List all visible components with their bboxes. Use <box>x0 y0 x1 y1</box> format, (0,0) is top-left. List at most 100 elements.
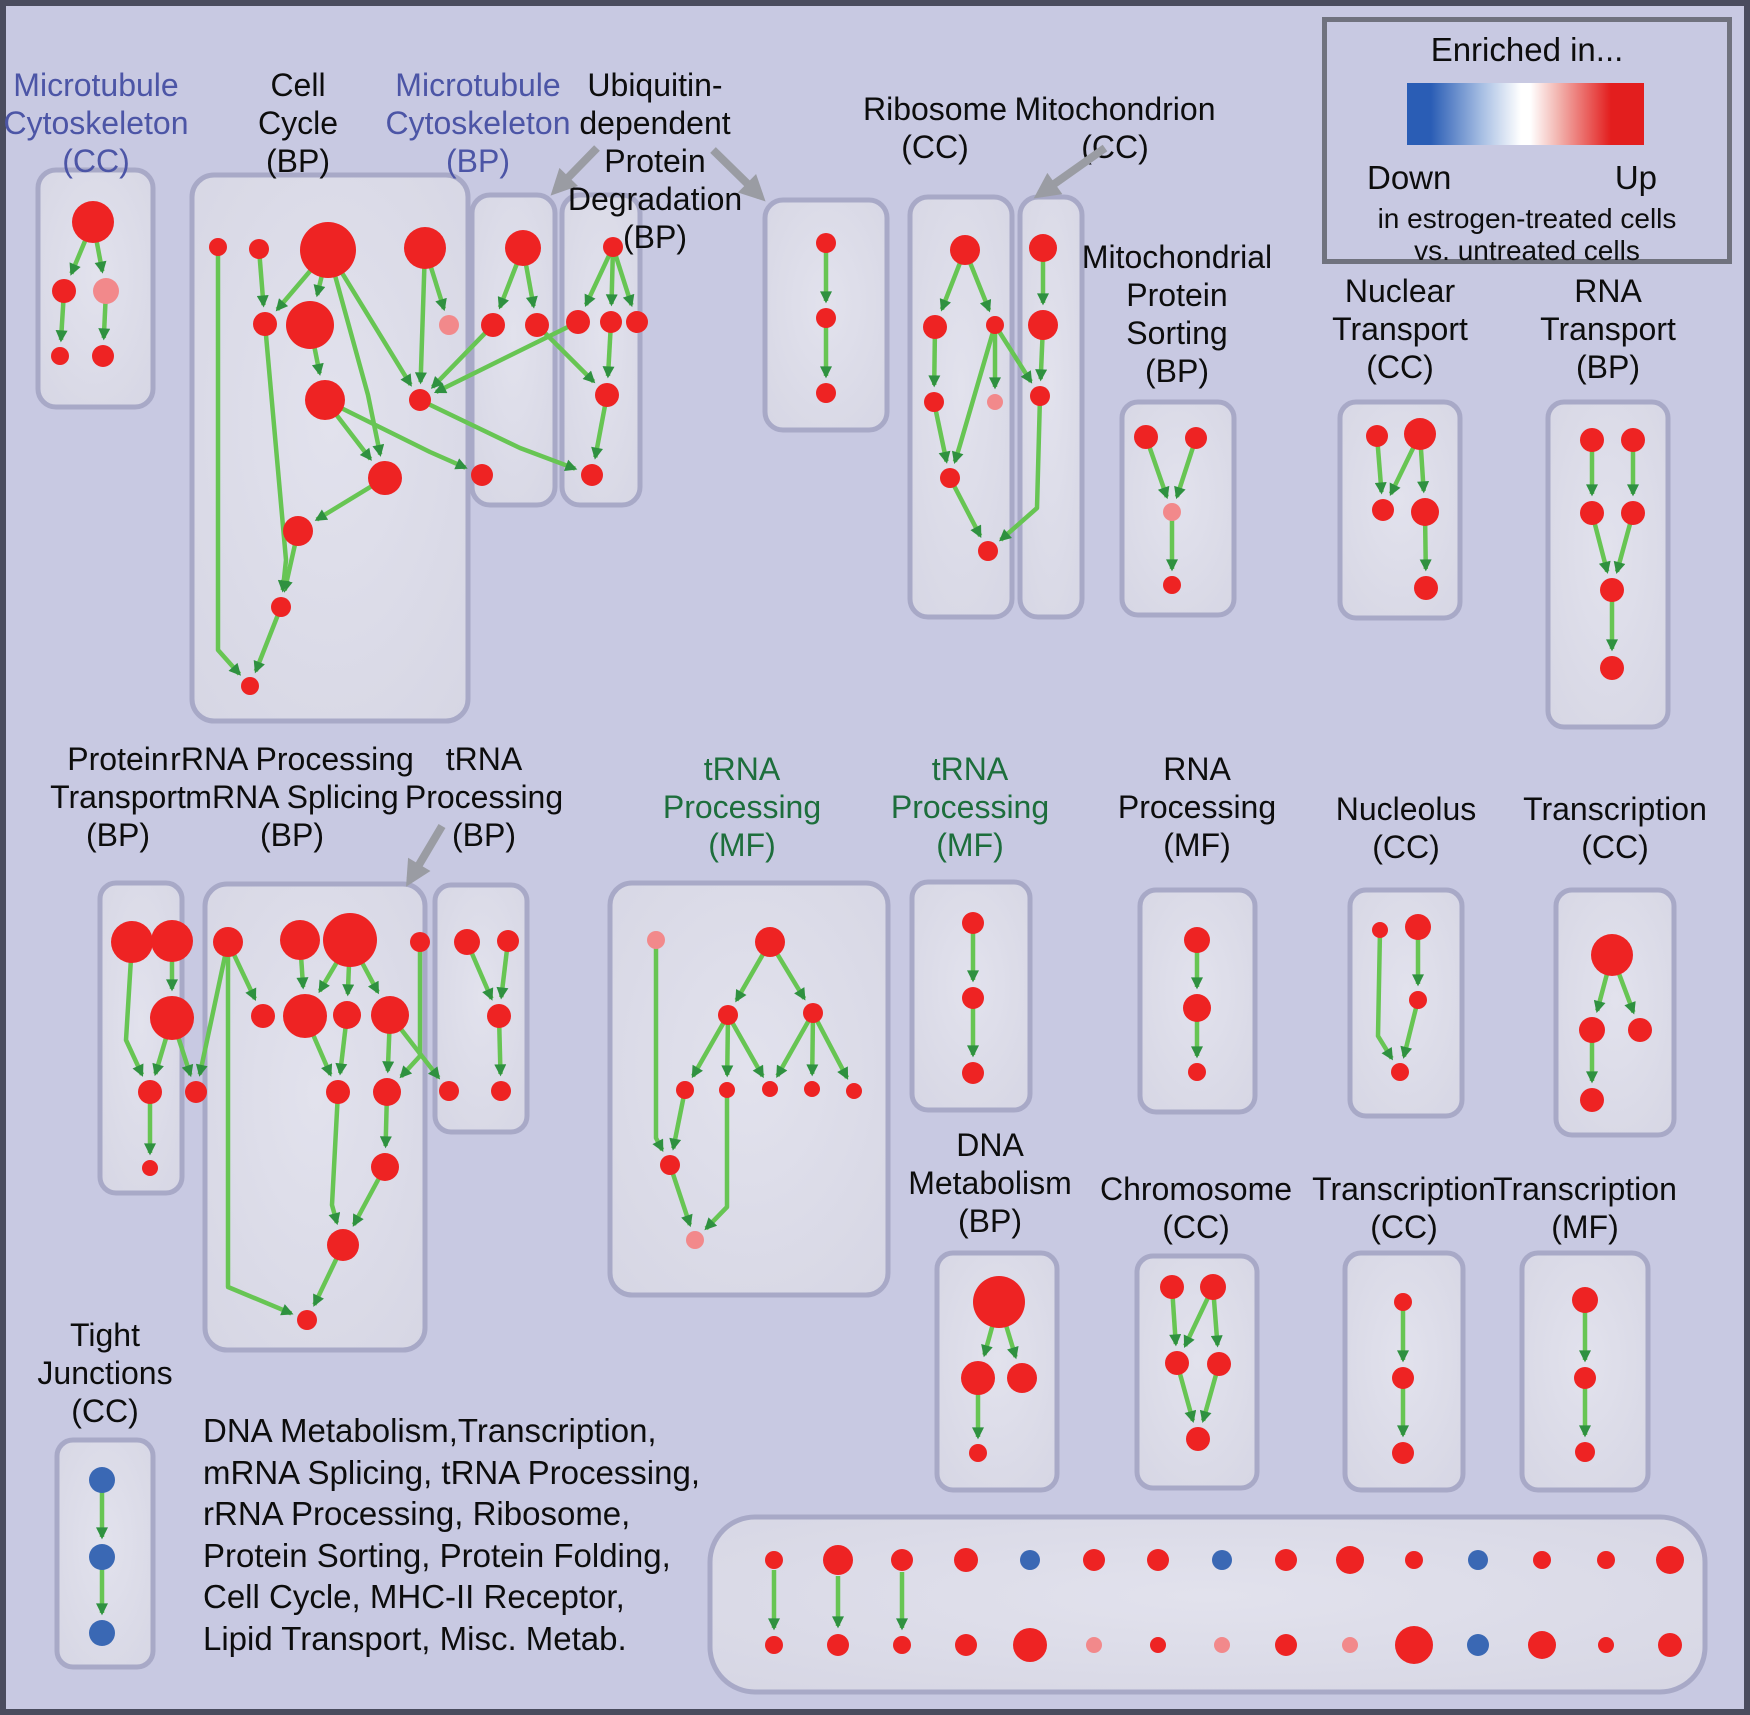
node-nu1 <box>1372 922 1388 938</box>
cluster-box-rr <box>202 881 428 1353</box>
node-r3 <box>986 316 1004 334</box>
node-T3 <box>1628 1018 1652 1042</box>
edge-c8-m4 <box>324 397 468 470</box>
node-mixed-top-13 <box>1533 1551 1551 1569</box>
node-nu4 <box>1391 1063 1409 1081</box>
node-mixed-top-10 <box>1336 1546 1364 1574</box>
node-mixed-bottom-8 <box>1214 1637 1230 1653</box>
note-line: mRNA Splicing, tRNA Processing, <box>203 1453 701 1491</box>
node-c10 <box>368 461 402 495</box>
edge-g1-pt5 <box>195 941 231 1077</box>
node-re <box>846 1083 862 1099</box>
node-c9 <box>409 389 431 411</box>
node-q5 <box>1600 578 1624 602</box>
node-mixed-top-8 <box>1212 1550 1232 1570</box>
node-y2 <box>1392 1367 1414 1389</box>
node-a1 <box>72 201 114 243</box>
cluster-box-mtbp <box>469 192 558 508</box>
node-tt2 <box>497 930 519 952</box>
edge-r6-r7 <box>948 476 983 539</box>
node-q1 <box>1580 428 1604 452</box>
node-pt3 <box>150 996 194 1040</box>
edge-c4-c9 <box>414 247 428 385</box>
edge-pt1-pt4 <box>123 941 145 1077</box>
edge-u1-u4 <box>610 246 635 308</box>
note-line: Cell Cycle, MHC-II Receptor, <box>203 1578 625 1615</box>
cluster-label-ubiq: Ubiquitin-dependent Protein Degradation (BP… <box>568 67 742 255</box>
node-c13 <box>241 677 259 695</box>
node-qa <box>718 1005 738 1025</box>
cluster-label-rp: RNA Processing (MF) <box>1118 751 1276 863</box>
edge-r3-r6 <box>951 324 998 464</box>
node-z1 <box>1572 1287 1598 1313</box>
node-v3 <box>816 383 836 403</box>
cluster-box-nt <box>1337 399 1463 621</box>
node-a4 <box>51 347 69 365</box>
edge-t3-r7 <box>998 395 1043 542</box>
edge-u2-c9 <box>433 319 579 395</box>
node-ch5 <box>1186 1427 1210 1451</box>
node-j1 <box>371 1153 399 1181</box>
node-c8 <box>305 380 345 420</box>
node-w2 <box>962 987 984 1009</box>
edge-qb-rd <box>806 1012 819 1077</box>
node-x3 <box>1188 1063 1206 1081</box>
node-u6 <box>581 464 603 486</box>
node-r4 <box>924 392 944 412</box>
node-a5 <box>92 345 114 367</box>
node-pt1 <box>111 921 153 963</box>
note-line: DNA Metabolism,Transcription, <box>203 1412 657 1449</box>
node-z3 <box>1575 1442 1595 1462</box>
cluster-label-mtbp: Microtubule Cytoskeleton (BP) <box>386 67 571 179</box>
node-r1 <box>950 235 980 265</box>
cluster-label-cc: Cell Cycle (BP) <box>258 67 338 179</box>
node-mixed-bottom-13 <box>1528 1631 1556 1659</box>
node-u4 <box>626 311 648 333</box>
node-mixed-top-3 <box>891 1549 913 1571</box>
node-v1 <box>816 233 836 253</box>
node-s1 <box>1134 425 1158 449</box>
node-tbl <box>439 1081 459 1101</box>
node-h2 <box>283 994 327 1038</box>
node-s2 <box>1185 427 1207 449</box>
cluster-label-dm: DNA Metabolism (BP) <box>908 1127 1072 1239</box>
legend-down-label: Down <box>1367 159 1452 196</box>
node-q4 <box>1621 501 1645 525</box>
node-b3 <box>89 1620 115 1646</box>
node-mixed-top-15 <box>1656 1546 1684 1574</box>
node-u1 <box>603 237 623 257</box>
node-ra <box>676 1081 694 1099</box>
node-g2 <box>280 920 320 960</box>
node-n3 <box>1372 499 1394 521</box>
node-mixed-top-1 <box>765 1551 783 1569</box>
node-q3 <box>1580 501 1604 525</box>
node-h3 <box>333 1001 361 1029</box>
edge-c5-c12 <box>262 323 290 593</box>
node-mixed-bottom-6 <box>1086 1637 1102 1653</box>
node-g3 <box>323 913 377 967</box>
note-line: Protein Sorting, Protein Folding, <box>203 1536 671 1574</box>
cluster-box-ch <box>1134 1253 1260 1491</box>
node-w3 <box>962 1062 984 1084</box>
edge-p1-sa <box>652 940 665 1153</box>
node-mixed-bottom-2 <box>827 1634 849 1656</box>
edge-ra-sa <box>669 1089 688 1151</box>
legend-subline-2: vs. untreated cells <box>1414 235 1640 266</box>
node-d4 <box>969 1444 987 1462</box>
edge-sa-sb <box>667 1164 693 1228</box>
note-line: rRNA Processing, Ribosome, <box>203 1495 631 1532</box>
node-x2 <box>1183 994 1211 1022</box>
node-rd <box>804 1081 820 1097</box>
cluster-label-tmf: Transcription (MF) <box>1493 1171 1677 1245</box>
cluster-label-mps: Mitochondrial Protein Sorting (BP) <box>1082 239 1272 389</box>
edge-m2-c9 <box>430 323 495 389</box>
node-mixed-top-14 <box>1597 1551 1615 1569</box>
node-T4 <box>1580 1088 1604 1112</box>
node-mixed-bottom-15 <box>1658 1633 1682 1657</box>
node-ch1 <box>1160 1275 1184 1299</box>
cluster-label-ch: Chromosome (CC) <box>1100 1171 1292 1245</box>
node-mixed-top-4 <box>954 1548 978 1572</box>
node-r7 <box>978 541 998 561</box>
node-w1 <box>962 912 984 934</box>
